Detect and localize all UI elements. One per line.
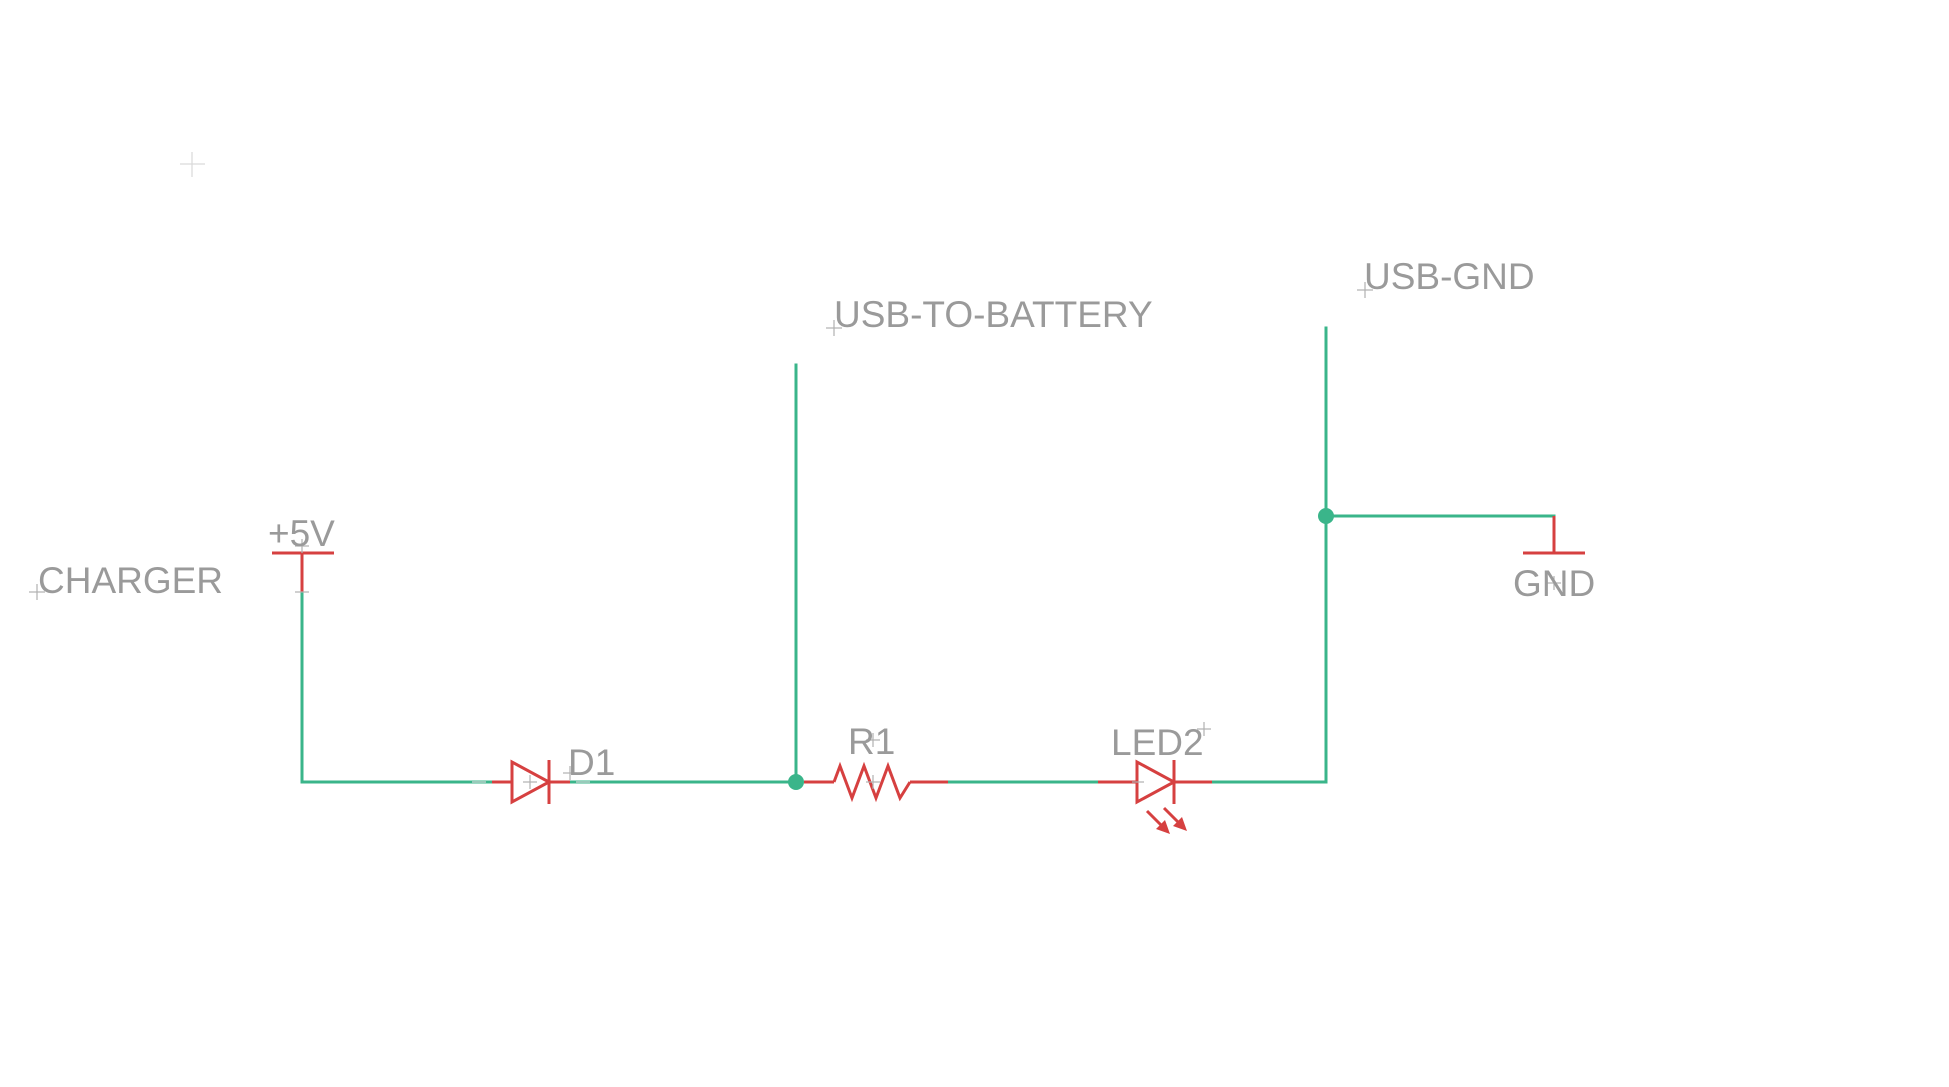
- supply-plus5v-label: +5V: [268, 513, 335, 554]
- net-label-usb-gnd[interactable]: USB-GND: [1357, 256, 1535, 298]
- led-led2[interactable]: LED2: [1098, 722, 1212, 834]
- junction-usb-gnd[interactable]: [1318, 508, 1334, 524]
- resistor-r1[interactable]: R1: [804, 721, 948, 798]
- net-label-charger-text: CHARGER: [38, 560, 223, 601]
- canvas-origin-marker: [180, 152, 205, 177]
- wire-led2-to-usb-gnd[interactable]: [1212, 328, 1326, 782]
- supply-gnd-label: GND: [1513, 563, 1595, 604]
- net-label-usb-gnd-text: USB-GND: [1364, 256, 1535, 297]
- wire-charger[interactable]: [302, 553, 492, 782]
- wires: [302, 328, 1554, 782]
- net-label-usb-to-battery[interactable]: USB-TO-BATTERY: [826, 294, 1153, 336]
- supply-plus5v[interactable]: +5V: [268, 513, 335, 592]
- net-label-charger[interactable]: CHARGER: [29, 560, 223, 601]
- junction-usb-to-battery[interactable]: [788, 774, 804, 790]
- resistor-r1-label: R1: [848, 721, 895, 762]
- net-label-usb-to-battery-text: USB-TO-BATTERY: [834, 294, 1153, 335]
- led-light-arrows-icon: [1147, 808, 1187, 834]
- diode-d1-label: D1: [568, 742, 615, 783]
- supply-gnd[interactable]: GND: [1513, 516, 1595, 604]
- diode-d1[interactable]: D1: [472, 742, 615, 804]
- led-led2-label: LED2: [1111, 722, 1204, 763]
